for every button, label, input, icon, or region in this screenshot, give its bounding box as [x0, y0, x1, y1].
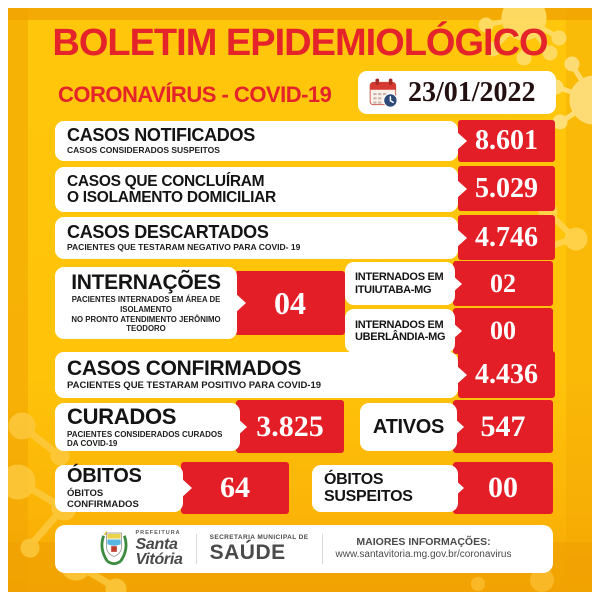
more-info-label: MAIORES INFORMAÇÕES:	[356, 536, 491, 549]
footer-bar: PREFEITURA Santa Vitória SECRETARIA MUNI…	[55, 525, 553, 573]
isolamento-concluido-label-line2: O ISOLAMENTO DOMICILIAR	[67, 188, 276, 206]
curados-label: CURADOS	[67, 403, 177, 429]
prefeitura-tag: PREFEITURA	[135, 530, 181, 537]
ativos-label: ATIVOS	[372, 415, 445, 438]
isolamento-concluido-value: 5.029	[458, 166, 555, 211]
obitos-card: ÓBITOS ÓBITOS CONFIRMADOS	[55, 465, 183, 512]
casos-confirmados-value: 4.436	[458, 351, 555, 398]
prefeitura-wordmark: PREFEITURA Santa Vitória	[135, 530, 183, 568]
casos-notificados-card: CASOS NOTIFICADOS CASOS CONSIDERADOS SUS…	[55, 121, 458, 161]
prefeitura-logo: PREFEITURA Santa Vitória	[97, 530, 183, 568]
footer-divider	[321, 534, 323, 564]
obitos-suspeitos-value: 00	[453, 462, 553, 514]
internacoes-value: 04	[235, 271, 345, 335]
casos-notificados-sublabel: CASOS CONSIDERADOS SUSPEITOS	[67, 145, 220, 156]
casos-descartados-label: CASOS DESCARTADOS	[67, 221, 269, 242]
ativos-value: 547	[453, 400, 553, 453]
city-name-line1: Santa	[135, 535, 178, 553]
more-info-url: www.santavitoria.mg.gov.br/coronavirus	[335, 549, 512, 561]
date-box: 23/01/2022	[358, 71, 556, 114]
obitos-value: 64	[181, 462, 289, 514]
casos-notificados-label: CASOS NOTIFICADOS	[67, 124, 255, 145]
obitos-label: ÓBITOS	[67, 465, 142, 488]
bulletin-subtitle: CORONAVÍRUS - COVID-19	[58, 82, 332, 107]
casos-confirmados-sublabel: PACIENTES QUE TESTARAM POSITIVO PARA COV…	[67, 380, 322, 392]
obitos-suspeitos-label-line1: ÓBITOS	[324, 471, 384, 489]
city-name-line2: Vitória	[135, 550, 183, 568]
internados-uberlandia-label-line1: INTERNADOS EM	[355, 318, 444, 331]
ativos-card: ATIVOS	[360, 403, 457, 451]
bulletin-canvas: BOLETIM EPIDEMIOLÓGICO CORONAVÍRUS - COV…	[8, 8, 592, 592]
bulletin-date: 23/01/2022	[408, 76, 536, 108]
internados-uberlandia-label-line2: UBERLÂNDIA-MG	[355, 331, 446, 343]
casos-notificados-value: 8.601	[458, 120, 555, 162]
obitos-suspeitos-card: ÓBITOS SUSPEITOS	[312, 465, 458, 512]
internacoes-sublabel-line2: NO PRONTO ATENDIMENTO JERÔNIMO TEODORO	[71, 314, 221, 334]
casos-confirmados-label: CASOS CONFIRMADOS	[67, 356, 302, 380]
internados-uberlandia-value: 00	[453, 308, 553, 354]
internacoes-label: INTERNAÇÕES	[71, 270, 221, 294]
isolamento-concluido-card: CASOS QUE CONCLUÍRAM O ISOLAMENTO DOMICI…	[55, 167, 458, 212]
saude-label: SAÚDE	[209, 541, 286, 565]
internacoes-card: INTERNAÇÕES PACIENTES INTERNADOS EM ÁREA…	[55, 267, 237, 339]
casos-descartados-sublabel: PACIENTES QUE TESTARAM NEGATIVO PARA COV…	[67, 242, 301, 253]
internados-ituiutaba-value: 02	[453, 261, 553, 306]
internados-uberlandia-card: INTERNADOS EM UBERLÂNDIA-MG	[345, 309, 455, 353]
curados-value: 3.825	[236, 400, 344, 453]
internados-ituiutaba-label-line1: INTERNADOS EM	[355, 271, 444, 284]
more-info-block: MAIORES INFORMAÇÕES: www.santavitoria.mg…	[336, 536, 512, 562]
curados-sublabel: PACIENTES CONSIDERADOS CURADOS DA COVID-…	[67, 430, 223, 449]
curados-card: CURADOS PACIENTES CONSIDERADOS CURADOS D…	[55, 403, 240, 451]
secretaria-label: SECRETARIA MUNICIPAL DE	[209, 533, 309, 541]
casos-descartados-value: 4.746	[458, 215, 555, 260]
content-layer: BOLETIM EPIDEMIOLÓGICO CORONAVÍRUS - COV…	[8, 8, 592, 592]
casos-confirmados-card: CASOS CONFIRMADOS PACIENTES QUE TESTARAM…	[55, 352, 458, 398]
city-crest-icon	[100, 531, 127, 566]
isolamento-concluido-label-line1: CASOS QUE CONCLUÍRAM	[67, 172, 265, 190]
obitos-sublabel: ÓBITOS CONFIRMADOS	[67, 487, 139, 510]
internados-ituiutaba-card: INTERNADOS EM ITUIUTABA-MG	[345, 262, 455, 305]
footer-divider	[195, 534, 197, 564]
calendar-icon	[369, 78, 398, 108]
internados-ituiutaba-label-line2: ITUIUTABA-MG	[355, 283, 432, 296]
internacoes-sublabel-line1: PACIENTES INTERNADOS EM ÁREA DE ISOLAMEN…	[71, 295, 221, 314]
obitos-suspeitos-label-line2: SUSPEITOS	[324, 487, 413, 505]
bulletin-title: BOLETIM EPIDEMIOLÓGICO	[52, 22, 548, 64]
secretaria-saude-logo: SECRETARIA MUNICIPAL DE SAÚDE	[209, 533, 309, 565]
casos-descartados-card: CASOS DESCARTADOS PACIENTES QUE TESTARAM…	[55, 217, 458, 259]
